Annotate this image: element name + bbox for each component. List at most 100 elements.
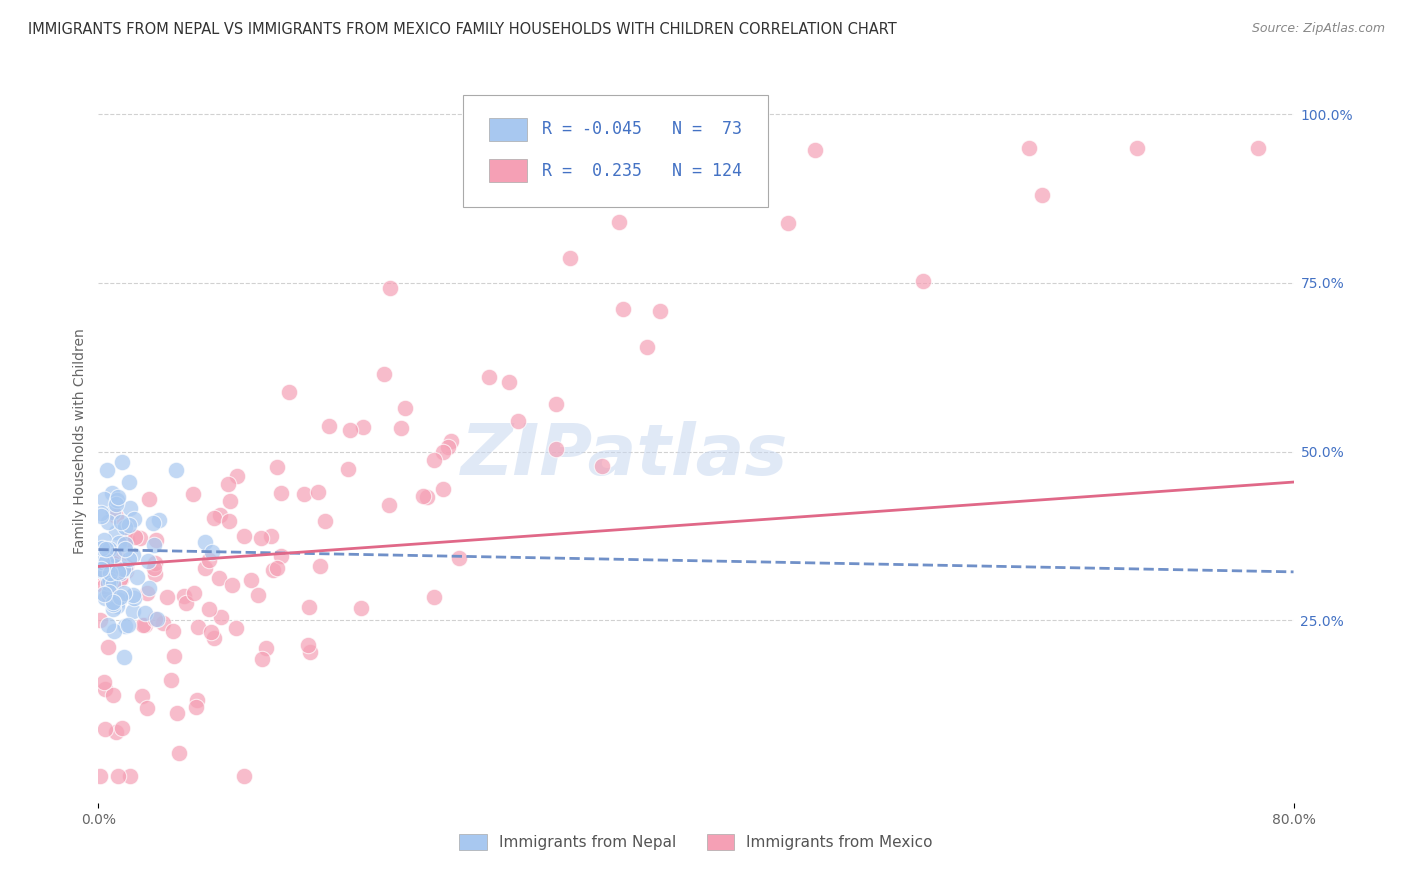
Text: R = -0.045   N =  73: R = -0.045 N = 73 <box>541 120 742 138</box>
Point <box>132 618 155 632</box>
Point <box>254 641 277 656</box>
Point <box>94 591 117 605</box>
Point <box>292 487 315 501</box>
Point <box>108 560 131 574</box>
Point <box>134 606 156 620</box>
Point <box>89 562 111 576</box>
Point <box>143 566 166 581</box>
Point <box>233 769 256 783</box>
Point <box>249 531 271 545</box>
Point <box>136 554 159 568</box>
Point <box>1018 141 1040 155</box>
Point <box>97 542 120 557</box>
Point <box>101 595 124 609</box>
Point <box>103 602 125 616</box>
Point <box>90 556 112 570</box>
Point <box>94 566 117 581</box>
Y-axis label: Family Households with Children: Family Households with Children <box>73 328 87 555</box>
Point <box>112 586 135 600</box>
Point <box>221 578 243 592</box>
Point <box>114 562 136 576</box>
Point <box>309 558 332 573</box>
Point <box>219 494 242 508</box>
Point <box>194 534 217 549</box>
Point <box>122 512 145 526</box>
Bar <box>489 118 527 141</box>
Point <box>97 617 120 632</box>
Point <box>108 592 131 607</box>
Bar <box>489 159 527 182</box>
Point <box>270 486 292 500</box>
Point <box>118 769 141 783</box>
Point <box>136 700 159 714</box>
Point <box>97 640 120 655</box>
Point <box>97 582 120 596</box>
Point <box>114 619 136 633</box>
Point <box>143 538 166 552</box>
Point <box>110 573 132 587</box>
Point <box>93 587 115 601</box>
Point <box>1247 141 1270 155</box>
Point <box>226 469 249 483</box>
Point <box>124 591 146 605</box>
Point <box>186 699 208 714</box>
Point <box>111 455 134 469</box>
Point <box>1126 141 1149 155</box>
Point <box>187 620 209 634</box>
Point <box>336 462 359 476</box>
Point <box>93 722 115 736</box>
Point <box>544 397 567 411</box>
Point <box>105 549 128 563</box>
Point <box>558 251 581 265</box>
Point <box>162 649 184 664</box>
Point <box>181 487 204 501</box>
Point <box>97 589 120 603</box>
Point <box>607 215 630 229</box>
Point <box>432 482 454 496</box>
Point <box>162 624 184 639</box>
Point <box>141 516 163 530</box>
Point <box>135 586 157 600</box>
Point <box>104 509 127 524</box>
Point <box>114 564 136 578</box>
Point <box>432 444 454 458</box>
Point <box>217 477 239 491</box>
Point <box>373 367 395 381</box>
Point <box>416 490 439 504</box>
Point <box>174 595 197 609</box>
Point <box>202 511 225 525</box>
Point <box>776 216 799 230</box>
Point <box>93 674 115 689</box>
Point <box>165 463 187 477</box>
Point <box>378 498 401 512</box>
Point <box>90 508 112 523</box>
Point <box>107 491 129 505</box>
Point <box>145 611 167 625</box>
Point <box>103 549 125 563</box>
Point <box>506 414 529 428</box>
Point <box>208 571 231 585</box>
Point <box>94 541 117 556</box>
Point <box>201 545 224 559</box>
Point <box>186 693 208 707</box>
Point <box>103 558 125 573</box>
Point <box>297 638 319 652</box>
Point <box>478 370 501 384</box>
Point <box>103 624 125 638</box>
Point <box>114 520 136 534</box>
Point <box>93 579 115 593</box>
Point <box>378 281 401 295</box>
Point <box>260 529 283 543</box>
Point <box>352 419 374 434</box>
Point <box>98 574 121 589</box>
Point <box>173 589 195 603</box>
Point <box>118 551 141 566</box>
Point <box>262 563 284 577</box>
Point <box>134 618 156 632</box>
Point <box>108 572 131 586</box>
Text: IMMIGRANTS FROM NEPAL VS IMMIGRANTS FROM MEXICO FAMILY HOUSEHOLDS WITH CHILDREN : IMMIGRANTS FROM NEPAL VS IMMIGRANTS FROM… <box>28 22 897 37</box>
Point <box>105 525 128 540</box>
Point <box>97 576 120 591</box>
Point <box>122 588 145 602</box>
Point <box>108 536 131 550</box>
